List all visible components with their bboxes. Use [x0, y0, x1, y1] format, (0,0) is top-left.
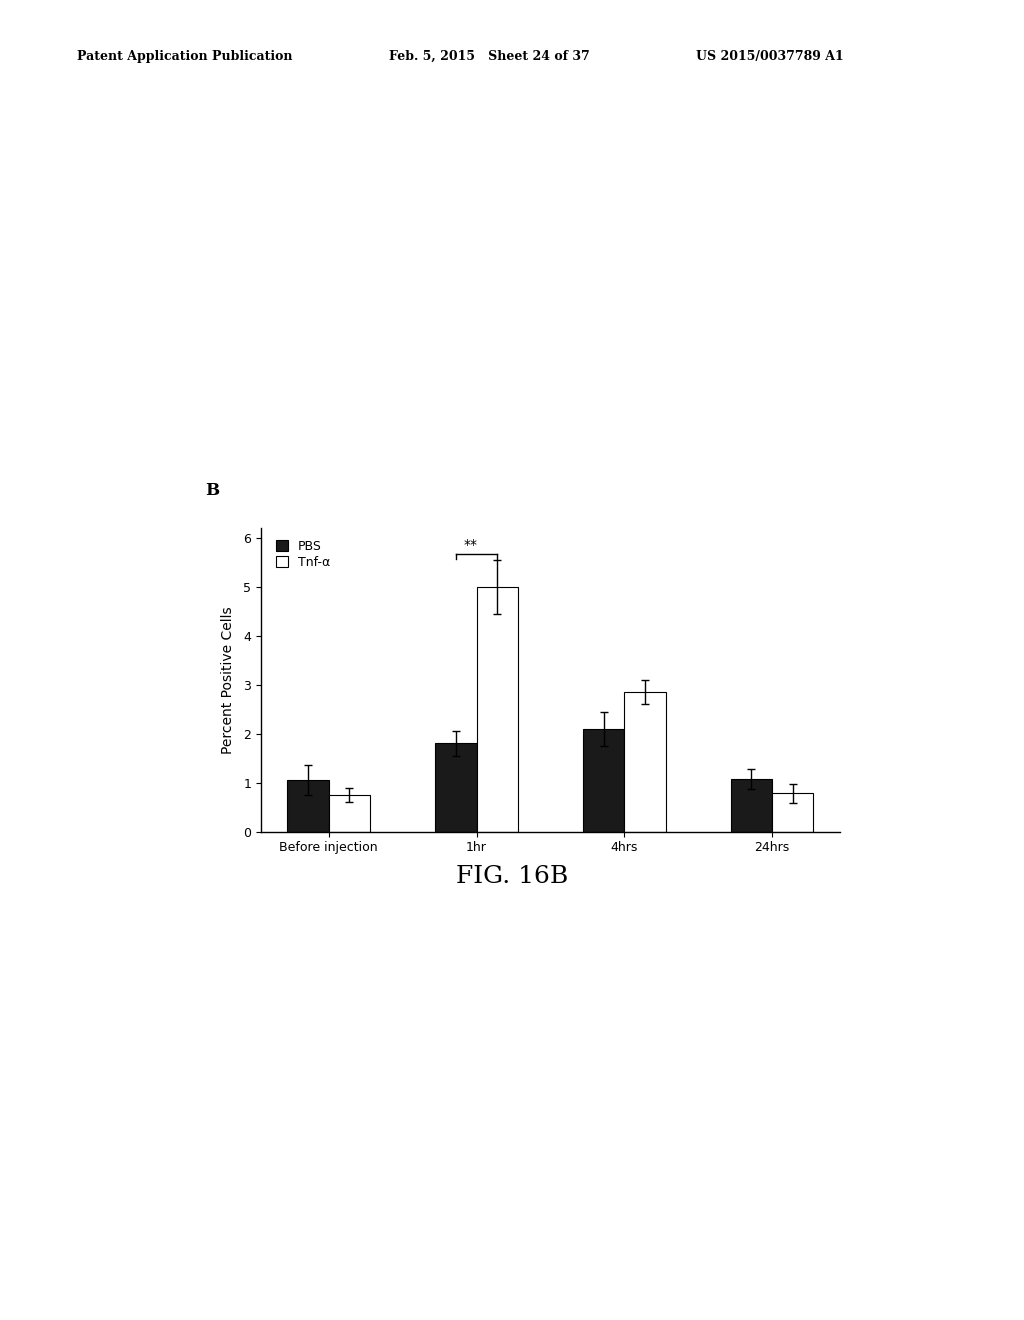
Bar [731, 779, 772, 832]
Legend: PBS, Tnf-α: PBS, Tnf-α [273, 537, 333, 572]
Text: Patent Application Publication: Patent Application Publication [77, 50, 292, 63]
Text: FIG. 16B: FIG. 16B [456, 865, 568, 887]
Bar [435, 743, 476, 832]
Bar [329, 795, 370, 832]
Bar [288, 780, 329, 832]
Text: Feb. 5, 2015   Sheet 24 of 37: Feb. 5, 2015 Sheet 24 of 37 [389, 50, 590, 63]
Bar [476, 587, 518, 832]
Bar [625, 692, 666, 832]
Y-axis label: Percent Positive Cells: Percent Positive Cells [221, 606, 236, 754]
Bar [772, 793, 813, 832]
Text: **: ** [463, 539, 477, 552]
Text: US 2015/0037789 A1: US 2015/0037789 A1 [696, 50, 844, 63]
Text: B: B [205, 482, 219, 499]
Bar [583, 729, 625, 832]
